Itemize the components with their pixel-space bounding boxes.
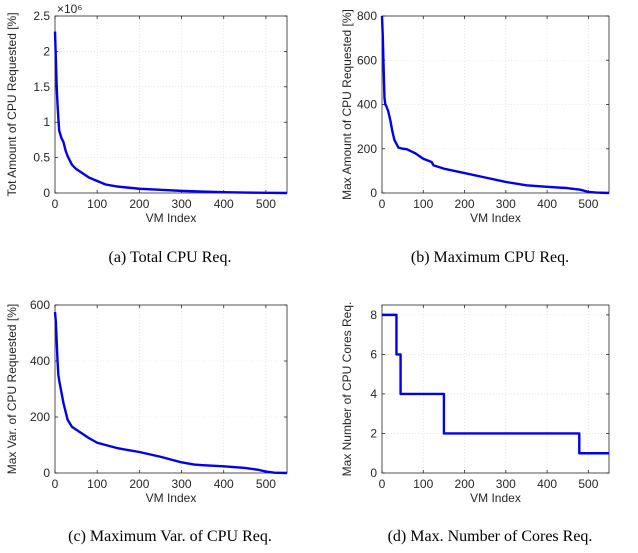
y-axis-label: Tot Amount of CPU Requested [%] (5, 12, 19, 196)
x-axis-label: VM Index (470, 211, 521, 225)
x-tick-label: 400 (537, 197, 557, 211)
plot-frame (54, 15, 288, 194)
y-tick-label: 2.5 (33, 9, 50, 23)
series-line (382, 313, 609, 455)
x-tick-label: 100 (87, 197, 107, 211)
x-tick-label: 0 (379, 197, 386, 211)
x-tick-label: 500 (578, 477, 598, 491)
y-tick-label: 2 (370, 426, 377, 440)
y-tick-label: 0 (43, 466, 50, 480)
y-axis-label: Max Var. of CPU Requested [%] (5, 304, 19, 475)
chart-caption: (d) Max. Number of Cores Req. (388, 528, 593, 545)
x-tick-label: 200 (129, 477, 149, 491)
series-line (53, 31, 288, 195)
x-axis-label: VM Index (470, 491, 521, 505)
y-tick-label: 4 (370, 387, 377, 401)
x-tick-label: 400 (214, 197, 234, 211)
x-tick-label: 400 (214, 477, 234, 491)
y-tick-label: 200 (30, 410, 50, 424)
y-tick-label: 200 (357, 142, 377, 156)
y-tick-label: 600 (357, 53, 377, 67)
y-tick-label: 1 (43, 115, 50, 129)
x-tick-label: 500 (256, 477, 276, 491)
chart-caption: (b) Maximum CPU Req. (411, 249, 569, 266)
y-tick-label: 6 (370, 347, 377, 361)
y-tick-label: 800 (357, 9, 377, 23)
chart-caption: (c) Maximum Var. of CPU Req. (68, 528, 272, 545)
y-tick-label: 0 (370, 466, 377, 480)
chart-panel-c: 0 100 200 300 400 500 0 200 400 600 VM Index Max Va… (5, 298, 288, 545)
x-tick-label: 100 (87, 477, 107, 491)
x-tick-label: 300 (172, 477, 192, 491)
chart-panel-d: 0 100 200 300 400 500 0 2 4 6 8 VM Index Max Number … (340, 302, 610, 545)
chart-panel-b: 0 100 200 300 400 500 0 200 400 600 800 VM Index Max… (340, 9, 610, 266)
x-tick-label: 500 (256, 197, 276, 211)
y-tick-label: 2 (43, 44, 50, 58)
x-tick-label: 100 (413, 477, 433, 491)
plot-frame (381, 304, 610, 474)
plot-frame (54, 304, 288, 474)
y-tick-label: 400 (357, 98, 377, 112)
y-exponent-label: ×10⁶ (57, 2, 82, 16)
y-tick-label: 0 (370, 186, 377, 200)
chart-panel-a: 0 100 200 300 400 500 0 0.5 1 1.5 2 2.5 ×10⁶ VM Index… (5, 2, 288, 266)
y-tick-label: 0 (43, 186, 50, 200)
x-tick-label: 300 (496, 197, 516, 211)
x-tick-label: 0 (379, 477, 386, 491)
x-tick-label: 200 (129, 197, 149, 211)
y-tick-label: 0.5 (33, 151, 50, 165)
y-tick-label: 600 (30, 298, 50, 312)
y-axis-label: Max Number of CPU Cores Req. (340, 302, 354, 477)
x-tick-label: 300 (172, 197, 192, 211)
x-tick-label: 400 (537, 477, 557, 491)
y-tick-label: 8 (370, 308, 377, 322)
x-axis-label: VM Index (146, 211, 197, 225)
x-tick-label: 200 (455, 477, 475, 491)
x-axis-label: VM Index (146, 491, 197, 505)
y-tick-label: 400 (30, 354, 50, 368)
y-axis-label: Max Amount of CPU Requested [%] (340, 9, 354, 200)
x-tick-label: 500 (578, 197, 598, 211)
y-tick-label: 1.5 (33, 80, 50, 94)
series-line (380, 15, 610, 195)
x-tick-label: 0 (52, 477, 59, 491)
series-line (53, 311, 288, 475)
x-tick-label: 200 (455, 197, 475, 211)
chart-caption: (a) Total CPU Req. (108, 249, 231, 266)
x-tick-label: 300 (496, 477, 516, 491)
x-tick-label: 0 (52, 197, 59, 211)
x-tick-label: 100 (413, 197, 433, 211)
